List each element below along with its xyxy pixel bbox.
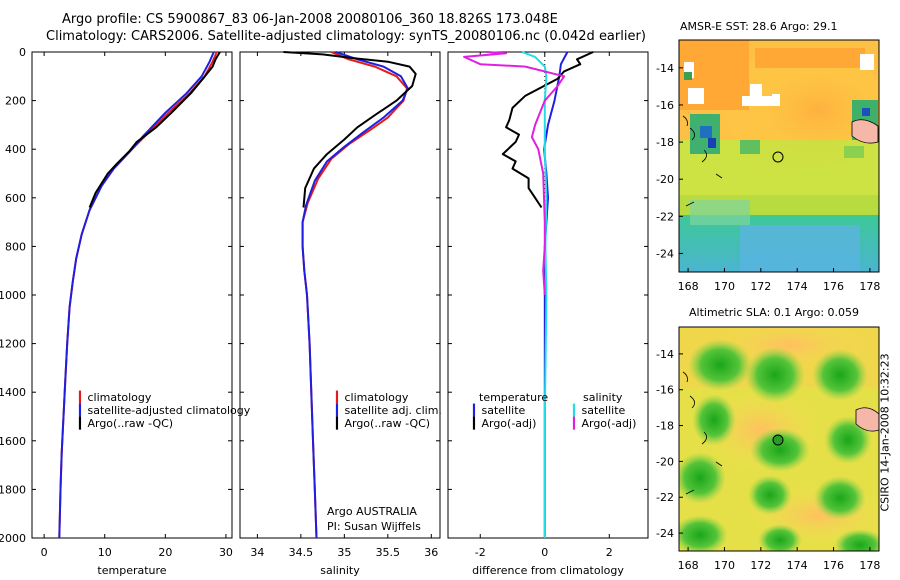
sst-lon-tick-label: 168 bbox=[678, 280, 699, 293]
figure-title-line1: Argo profile: CS 5900867_83 06-Jan-2008 … bbox=[62, 12, 558, 27]
sst-lon-tick-label: 176 bbox=[823, 280, 844, 293]
sla-lon-tick-label: 178 bbox=[859, 559, 880, 572]
diff-xtick-label: -2 bbox=[475, 546, 486, 559]
diff-series-temperature-argo-adj- bbox=[501, 51, 594, 209]
depth-ytick-label: 400 bbox=[5, 143, 26, 156]
sal-plot-frame bbox=[239, 51, 441, 539]
sal-xtick-label: 35.5 bbox=[376, 546, 401, 559]
diff-sal-legend: salinity ▎satellite ▎Argo(-adj) bbox=[573, 391, 637, 430]
depth-ytick-label: 1600 bbox=[0, 435, 26, 448]
diff-temp-legend-satellite: satellite bbox=[481, 404, 526, 417]
sst-lon-tick-label: 174 bbox=[787, 280, 808, 293]
temp-series-satellite-adjusted-climatology bbox=[58, 51, 215, 539]
sal-legend-satellite: satellite adj. clim. bbox=[344, 404, 442, 417]
sla-argo-marker bbox=[772, 434, 784, 446]
sst-lat-tick-label: -14 bbox=[656, 62, 674, 75]
sst-map bbox=[678, 39, 880, 273]
sla-lon-tick-label: 168 bbox=[678, 559, 699, 572]
depth-ytick-label: 800 bbox=[5, 240, 26, 253]
csiro-timestamp: CSIRO 14-Jan-2008 10:32:23 bbox=[878, 353, 892, 512]
temp-xlabel: temperature bbox=[97, 564, 166, 577]
credit-agency: Argo AUSTRALIA bbox=[327, 505, 417, 518]
temp-panel: 0 10 20 30 0 200 400 600 800 1000 1200 1400 1600 1800… bbox=[0, 46, 233, 577]
sla-lat-tick-label: -16 bbox=[656, 384, 674, 397]
diff-xtick-label: 0 bbox=[541, 546, 548, 559]
figure-title-line2: Climatology: CARS2006. Satellite-adjuste… bbox=[46, 29, 646, 44]
sla-lat-tick-label: -24 bbox=[656, 527, 674, 540]
sal-xtick-label: 35 bbox=[337, 546, 351, 559]
diff-sal-legend-heading: salinity bbox=[583, 391, 623, 404]
sal-legend-climatology: climatology bbox=[344, 391, 409, 404]
sla-map-title: Altimetric SLA: 0.1 Argo: 0.059 bbox=[689, 306, 860, 319]
temp-legend: ▎climatology ▎satellite-adjusted climato… bbox=[79, 391, 251, 430]
temp-plot-frame bbox=[31, 51, 233, 539]
sla-map-frame bbox=[678, 326, 880, 552]
sla-lon-tick-label: 170 bbox=[714, 559, 735, 572]
sal-panel: 34 34.5 35 35.5 36 salinity bbox=[239, 51, 441, 577]
sal-xtick-label: 34 bbox=[250, 546, 264, 559]
sal-series-satellite-adj-clim- bbox=[301, 51, 409, 539]
sst-lon-tick-label: 178 bbox=[859, 280, 880, 293]
sst-map-axes: 168 170 172 174 176 178 -14 -16 -18 -20 -22 -24 bbox=[656, 62, 880, 293]
depth-ytick-label: 1400 bbox=[0, 386, 26, 399]
sst-lon-tick-label: 172 bbox=[750, 280, 771, 293]
credit-pi: PI: Susan Wijffels bbox=[327, 520, 421, 533]
diff-xlabel: difference from climatology bbox=[472, 564, 624, 577]
diff-sal-legend-satellite: satellite bbox=[581, 404, 626, 417]
sal-xtick-label: 36 bbox=[424, 546, 438, 559]
sla-lon-tick-label: 174 bbox=[787, 559, 808, 572]
depth-ytick-label: 2000 bbox=[0, 532, 26, 545]
sla-lat-tick-label: -22 bbox=[656, 491, 674, 504]
temp-legend-climatology: climatology bbox=[87, 391, 152, 404]
sla-map bbox=[678, 326, 880, 552]
temp-legend-satellite: satellite-adjusted climatology bbox=[87, 404, 251, 417]
sla-lat-tick-label: -14 bbox=[656, 348, 674, 361]
depth-ytick-label: 1200 bbox=[0, 338, 26, 351]
sla-lon-tick-label: 176 bbox=[823, 559, 844, 572]
diff-xtick-label: 2 bbox=[606, 546, 613, 559]
sla-lat-tick-label: -18 bbox=[656, 420, 674, 433]
temp-xtick-label: 10 bbox=[98, 546, 112, 559]
temp-xtick-label: 20 bbox=[158, 546, 172, 559]
sst-lat-tick-label: -24 bbox=[656, 247, 674, 260]
sal-xlabel: salinity bbox=[320, 564, 360, 577]
temp-xtick-label: 30 bbox=[219, 546, 233, 559]
sst-lon-tick-label: 170 bbox=[714, 280, 735, 293]
diff-sal-legend-argo: Argo(-adj) bbox=[581, 417, 637, 430]
sst-lat-tick-label: -18 bbox=[656, 136, 674, 149]
sal-legend-argo: Argo(..raw -QC) bbox=[344, 417, 431, 430]
sal-legend: ▎climatology ▎satellite adj. clim. ▎Argo… bbox=[336, 391, 442, 430]
temp-series-argo-raw-qc- bbox=[88, 51, 221, 208]
sst-lat-tick-label: -16 bbox=[656, 99, 674, 112]
depth-ytick-label: 200 bbox=[5, 95, 26, 108]
diff-panel: -2 0 2 difference from climatology bbox=[447, 51, 649, 577]
sst-map-title: AMSR-E SST: 28.6 Argo: 29.1 bbox=[680, 20, 838, 33]
sal-series-argo-raw-qc- bbox=[283, 51, 417, 208]
depth-ytick-label: 1000 bbox=[0, 289, 26, 302]
depth-ytick-label: 1800 bbox=[0, 483, 26, 496]
sla-lon-tick-label: 172 bbox=[750, 559, 771, 572]
diff-temp-legend-heading: temperature bbox=[479, 391, 549, 404]
sst-map-frame bbox=[678, 39, 880, 273]
diff-temp-legend-argo: Argo(-adj) bbox=[481, 417, 537, 430]
diff-plot-frame bbox=[447, 51, 649, 539]
temp-xtick-label: 0 bbox=[41, 546, 48, 559]
depth-ytick-label: 0 bbox=[19, 46, 26, 59]
sst-lat-tick-label: -22 bbox=[656, 210, 674, 223]
sla-lat-tick-label: -20 bbox=[656, 455, 674, 468]
sst-argo-marker bbox=[772, 151, 784, 163]
depth-ytick-label: 600 bbox=[5, 192, 26, 205]
sla-map-axes: 168 170 172 174 176 178 -14 -16 -18 -20 -22 -24 bbox=[656, 348, 880, 572]
temp-legend-argo: Argo(..raw -QC) bbox=[87, 417, 174, 430]
sal-xtick-label: 34.5 bbox=[289, 546, 314, 559]
diff-series-salinity-satellite bbox=[521, 51, 548, 538]
sst-lat-tick-label: -20 bbox=[656, 173, 674, 186]
diff-temp-legend: temperature ▎satellite ▎Argo(-adj) bbox=[473, 391, 549, 430]
sst-map-field bbox=[679, 40, 879, 272]
diff-series-salinity-argo-adj- bbox=[463, 51, 566, 296]
